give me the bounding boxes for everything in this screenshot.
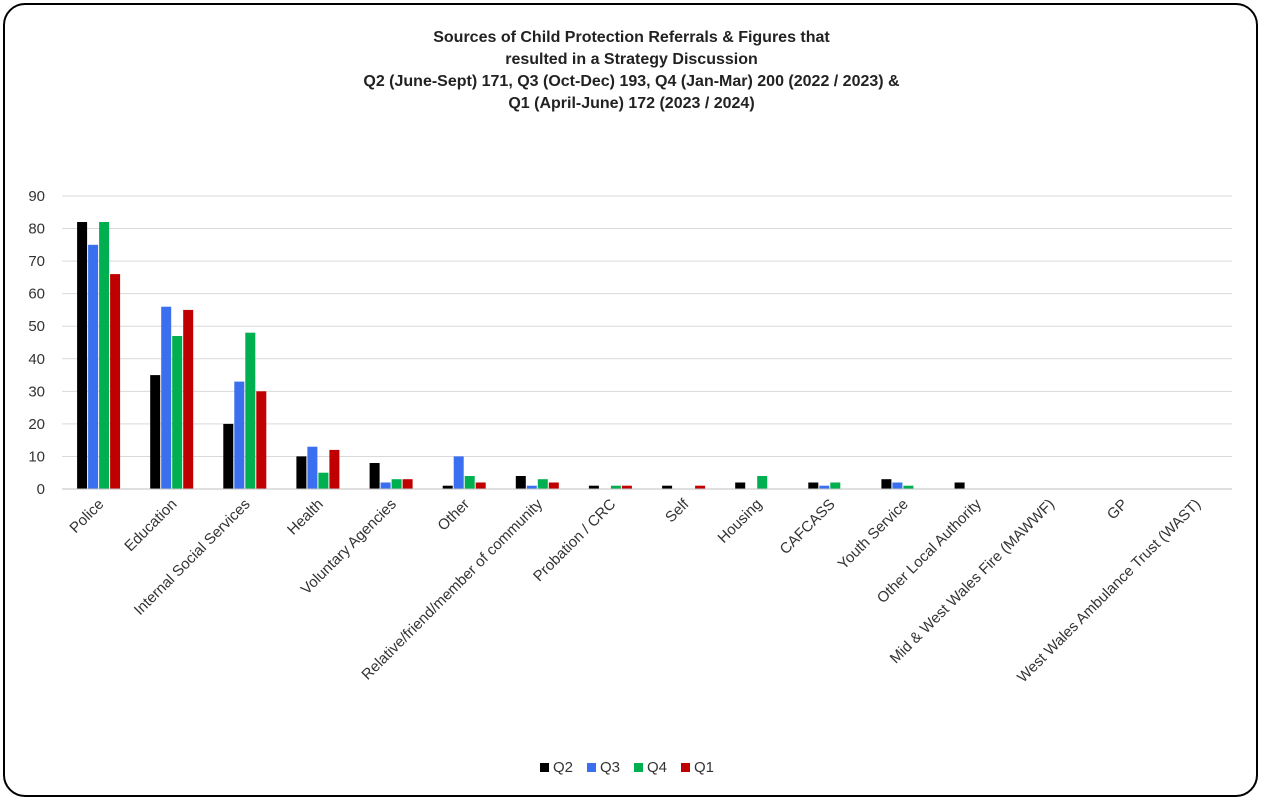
bar-q2 bbox=[954, 482, 965, 489]
y-tick-label: 90 bbox=[28, 188, 45, 205]
x-tick-label: Education bbox=[121, 496, 180, 555]
chart-title-line-4: Q1 (April-June) 172 (2023 / 2024) bbox=[508, 95, 755, 112]
bar-q3 bbox=[307, 446, 318, 489]
bar-q2 bbox=[808, 482, 819, 489]
legend-label-q4: Q4 bbox=[647, 759, 667, 776]
y-tick-label: 50 bbox=[28, 318, 45, 335]
bar-q2 bbox=[296, 456, 307, 489]
x-tick-label: Police bbox=[66, 496, 107, 537]
bar-q2 bbox=[735, 482, 746, 489]
legend-label-q3: Q3 bbox=[600, 759, 620, 776]
legend-label-q2: Q2 bbox=[553, 759, 573, 776]
bar-q4 bbox=[464, 476, 475, 489]
bar-q2 bbox=[77, 222, 88, 489]
bar-q2 bbox=[588, 485, 599, 489]
x-tick-label: Other bbox=[434, 496, 473, 535]
bar-q3 bbox=[380, 482, 391, 489]
bar-q2 bbox=[515, 476, 526, 489]
chart-title-line-1: Sources of Child Protection Referrals & … bbox=[433, 29, 830, 46]
bar-q4 bbox=[99, 222, 110, 489]
x-tick-label: West Wales Ambulance Trust (WAST) bbox=[1014, 496, 1204, 686]
bar-q1 bbox=[402, 479, 413, 489]
y-tick-label: 30 bbox=[28, 383, 45, 400]
legend-swatch-q3 bbox=[587, 763, 596, 772]
bar-q2 bbox=[369, 463, 380, 489]
bar-q4 bbox=[903, 485, 914, 489]
bar-q2 bbox=[442, 485, 453, 489]
bar-q4 bbox=[610, 485, 621, 489]
chart-frame bbox=[3, 3, 1258, 797]
bar-q1 bbox=[329, 449, 340, 489]
bar-q2 bbox=[662, 485, 673, 489]
bar-q4 bbox=[245, 332, 256, 489]
bar-q1 bbox=[475, 482, 486, 489]
bar-q1 bbox=[548, 482, 559, 489]
y-tick-label: 40 bbox=[28, 351, 45, 368]
chart-title-line-2: resulted in a Strategy Discussion bbox=[505, 51, 758, 68]
bar-q4 bbox=[318, 472, 329, 489]
bar-q3 bbox=[453, 456, 464, 489]
bar-q4 bbox=[830, 482, 841, 489]
y-tick-label: 10 bbox=[28, 448, 45, 465]
bars bbox=[77, 222, 965, 489]
bar-q1 bbox=[621, 485, 632, 489]
legend: Q2 Q3 Q4 Q1 bbox=[540, 759, 714, 776]
bar-q2 bbox=[150, 375, 161, 489]
bar-q2 bbox=[223, 423, 234, 489]
x-tick-label: Mid & West Wales Fire (MAWWF) bbox=[887, 496, 1058, 667]
y-tick-label: 70 bbox=[28, 253, 45, 270]
bar-q3 bbox=[526, 485, 537, 489]
legend-label-q1: Q1 bbox=[694, 759, 714, 776]
y-tick-label: 60 bbox=[28, 286, 45, 303]
chart-title: Sources of Child Protection Referrals & … bbox=[0, 27, 1263, 115]
x-tick-label: Self bbox=[662, 495, 693, 526]
bar-q1 bbox=[183, 309, 194, 489]
bar-q3 bbox=[892, 482, 903, 489]
bar-q3 bbox=[161, 306, 172, 489]
bar-q4 bbox=[172, 336, 183, 489]
bar-q4 bbox=[757, 476, 768, 489]
bar-q3 bbox=[234, 381, 245, 489]
x-tick-label: Housing bbox=[715, 496, 766, 547]
x-tick-label: CAFCASS bbox=[777, 496, 839, 558]
x-tick-label: GP bbox=[1104, 496, 1131, 523]
legend-swatch-q1 bbox=[681, 763, 690, 772]
bar-q3 bbox=[88, 244, 99, 489]
y-tick-label: 20 bbox=[28, 416, 45, 433]
bar-q1 bbox=[256, 391, 267, 489]
bar-q1 bbox=[695, 485, 706, 489]
legend-swatch-q4 bbox=[634, 763, 643, 772]
x-tick-label: Youth Service bbox=[835, 496, 912, 573]
x-tick-label: Health bbox=[284, 496, 327, 539]
chart-title-line-3: Q2 (June-Sept) 171, Q3 (Oct-Dec) 193, Q4… bbox=[363, 73, 900, 90]
y-axis-tick-labels: 0 10 20 30 40 50 60 70 80 90 bbox=[28, 188, 45, 498]
legend-swatch-q2 bbox=[540, 763, 549, 772]
y-tick-label: 0 bbox=[37, 481, 45, 498]
bar-q2 bbox=[881, 479, 892, 489]
bar-q4 bbox=[537, 479, 548, 489]
bar-q4 bbox=[391, 479, 402, 489]
y-tick-label: 80 bbox=[28, 221, 45, 238]
bar-q1 bbox=[110, 274, 121, 489]
bar-q3 bbox=[819, 485, 830, 489]
